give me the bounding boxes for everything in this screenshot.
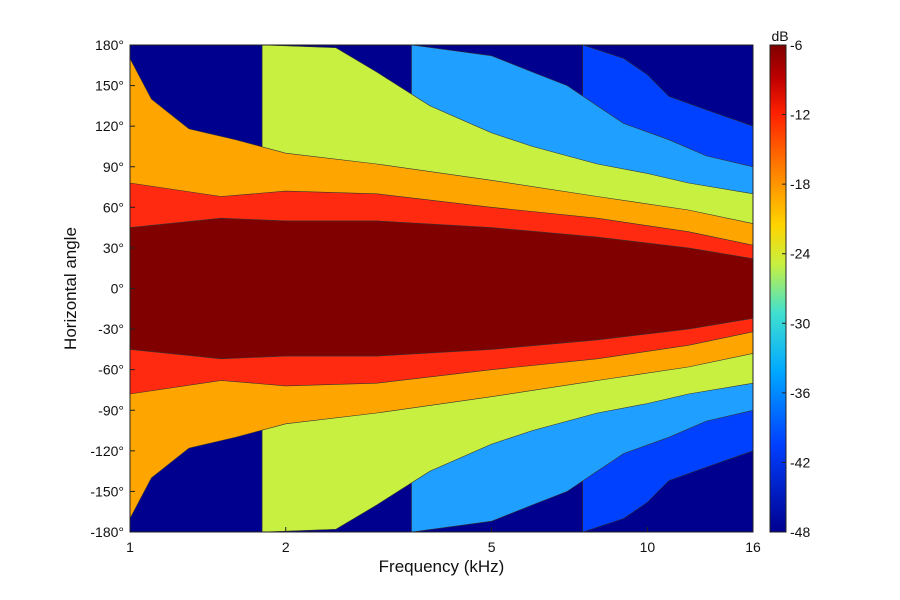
colorbar-tick-label: -36 — [790, 385, 810, 401]
colorbar-tick-label: -24 — [790, 246, 810, 262]
y-tick-label: -150° — [90, 483, 124, 499]
y-tick-label: -180° — [90, 524, 124, 540]
colorbar-tick-label: -12 — [790, 107, 810, 123]
y-tick-label: -90° — [98, 402, 124, 418]
plot-area — [130, 45, 753, 532]
colorbar-tick-label: -48 — [790, 524, 810, 540]
y-axis-ticks: 180° 150° 120° 90° 60° 30° 0° -30° -60° -90° -120°… — [90, 37, 135, 540]
y-tick-label: -30° — [98, 321, 124, 337]
x-tick-label: 2 — [282, 539, 290, 555]
x-tick-label: 1 — [126, 539, 134, 555]
colorbar — [769, 44, 787, 533]
y-tick-label: 150° — [95, 78, 124, 94]
x-axis-ticks: 1 2 5 10 16 — [126, 527, 761, 555]
colorbar-tick-label: -6 — [790, 37, 803, 53]
colorbar-tick-label: -30 — [790, 315, 810, 331]
y-axis-label: Horizontal angle — [61, 227, 80, 350]
x-tick-label: 5 — [488, 539, 496, 555]
colorbar-unit-label: dB — [771, 28, 788, 44]
x-tick-label: 10 — [640, 539, 656, 555]
contour-band-minus12 — [130, 217, 753, 360]
y-tick-label: 120° — [95, 118, 124, 134]
colorbar-ticks: -6 -12 -18 -24 -30 -36 -42 -48 — [782, 37, 810, 540]
y-tick-label: 0° — [111, 281, 124, 297]
x-axis-label: Frequency (kHz) — [379, 557, 505, 576]
colorbar-tick-label: -18 — [790, 176, 810, 192]
y-tick-label: -60° — [98, 362, 124, 378]
y-tick-label: 30° — [103, 240, 124, 256]
colorbar-tick-label: -42 — [790, 454, 810, 470]
x-tick-label: 16 — [745, 539, 761, 555]
y-tick-label: 180° — [95, 37, 124, 53]
y-tick-label: 60° — [103, 199, 124, 215]
y-tick-label: 90° — [103, 159, 124, 175]
y-tick-label: -120° — [90, 443, 124, 459]
